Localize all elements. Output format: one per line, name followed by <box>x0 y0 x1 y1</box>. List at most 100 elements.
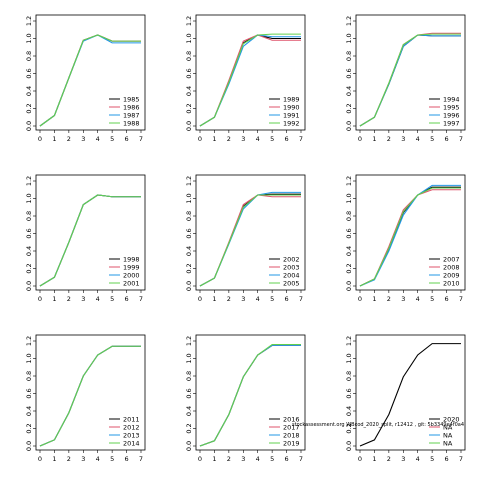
y-tick-label: 0.0 <box>25 441 33 451</box>
panel-5: 0.00.20.40.60.81.01.20 1 2 3 4 5 6 720022003200… <box>185 174 306 303</box>
x-tick-label: 1 <box>52 455 56 463</box>
y-tick-label: 1.2 <box>185 16 193 26</box>
y-tick-label: 1.0 <box>345 33 353 43</box>
plot-box <box>355 14 466 131</box>
y-tick-label: 1.0 <box>25 353 33 363</box>
y-tick-label: 0.4 <box>25 406 33 416</box>
x-tick-label: 6 <box>445 455 449 463</box>
y-tick-label: 0.0 <box>185 121 193 131</box>
x-tick-label: 7 <box>139 295 143 303</box>
series-line-2019 <box>199 343 301 447</box>
x-tick-label: 2 <box>227 455 231 463</box>
legend-label: 1986 <box>123 103 140 111</box>
plot-box <box>195 174 306 291</box>
x-tick-label: 3 <box>81 455 85 463</box>
y-tick-label: 0.0 <box>185 441 193 451</box>
legend-label: 2008 <box>443 263 460 271</box>
y-tick-label: 1.0 <box>25 193 33 203</box>
x-tick-label: 7 <box>299 295 303 303</box>
x-tick-label: 4 <box>256 295 260 303</box>
x-tick-label: 4 <box>96 135 100 143</box>
legend-label: 1988 <box>123 119 140 127</box>
plot-box <box>195 14 306 131</box>
legend-label: 1998 <box>123 255 140 263</box>
x-tick-label: 2 <box>387 135 391 143</box>
y-tick-label: 0.2 <box>345 423 353 433</box>
x-tick-label: 2 <box>387 295 391 303</box>
legend-label: 1987 <box>123 111 140 119</box>
legend-label: 1991 <box>283 111 300 119</box>
x-tick-label: 5 <box>270 295 274 303</box>
y-tick-label: 1.2 <box>345 336 353 346</box>
y-tick-label: 0.2 <box>25 263 33 273</box>
y-tick-label: 0.0 <box>345 121 353 131</box>
y-tick-label: 1.2 <box>185 176 193 186</box>
legend-label: 1992 <box>283 119 300 127</box>
legend-label: 2019 <box>283 439 300 447</box>
x-tick-label: 4 <box>416 135 420 143</box>
y-tick-label: 1.2 <box>345 176 353 186</box>
legend-label: 1990 <box>283 103 300 111</box>
x-tick-label: 7 <box>299 455 303 463</box>
x-tick-label: 3 <box>401 455 405 463</box>
y-tick-label: 1.2 <box>185 336 193 346</box>
x-tick-label: 7 <box>459 135 463 143</box>
y-tick-label: 0.8 <box>185 371 193 381</box>
plot-box <box>35 174 146 291</box>
x-tick-label: 4 <box>96 295 100 303</box>
y-tick-label: 0.6 <box>25 68 33 78</box>
x-tick-label: 1 <box>212 455 216 463</box>
y-tick-label: 0.6 <box>185 68 193 78</box>
y-tick-label: 0.4 <box>25 86 33 96</box>
x-tick-label: 3 <box>401 295 405 303</box>
series-line-1988 <box>39 34 141 127</box>
y-tick-label: 0.0 <box>345 441 353 451</box>
legend-label: 2007 <box>443 255 460 263</box>
y-tick-label: 1.2 <box>25 336 33 346</box>
x-tick-label: 5 <box>430 455 434 463</box>
x-tick-label: 6 <box>125 135 129 143</box>
x-tick-label: 7 <box>299 135 303 143</box>
x-tick-label: 4 <box>416 295 420 303</box>
y-tick-label: 0.6 <box>25 228 33 238</box>
y-tick-label: 1.2 <box>25 16 33 26</box>
y-tick-label: 1.2 <box>345 16 353 26</box>
x-tick-label: 3 <box>241 455 245 463</box>
legend-label: 1994 <box>443 95 460 103</box>
x-tick-label: 1 <box>52 295 56 303</box>
legend-label: NA <box>443 423 453 431</box>
y-tick-label: 0.2 <box>345 103 353 113</box>
x-tick-label: 1 <box>212 295 216 303</box>
watermark-text: stockassessment.org WBcod_2020_split, r1… <box>292 422 464 428</box>
x-tick-label: 2 <box>67 135 71 143</box>
y-tick-label: 0.4 <box>345 246 353 256</box>
x-tick-label: 0 <box>38 455 42 463</box>
y-tick-label: 0.8 <box>345 51 353 61</box>
x-tick-label: 3 <box>81 135 85 143</box>
x-tick-label: 7 <box>139 455 143 463</box>
legend-label: 2017 <box>283 423 300 431</box>
x-tick-label: 2 <box>387 455 391 463</box>
y-tick-label: 1.0 <box>185 353 193 363</box>
x-tick-label: 1 <box>212 135 216 143</box>
panel-7: 0.00.20.40.60.81.01.20 1 2 3 4 5 6 720112012201… <box>25 334 146 463</box>
legend-label: 2003 <box>283 263 300 271</box>
legend-label: 2011 <box>123 415 140 423</box>
legend-label: 2016 <box>283 415 300 423</box>
y-tick-label: 0.6 <box>185 228 193 238</box>
legend-label: 2001 <box>123 279 140 287</box>
series-line-2001 <box>39 194 141 287</box>
y-tick-label: 0.6 <box>25 388 33 398</box>
y-tick-label: 0.8 <box>345 371 353 381</box>
x-tick-label: 4 <box>256 455 260 463</box>
y-tick-label: 0.2 <box>345 263 353 273</box>
x-tick-label: 5 <box>270 135 274 143</box>
y-tick-label: 1.0 <box>345 193 353 203</box>
legend-label: NA <box>443 431 453 439</box>
x-tick-label: 7 <box>459 295 463 303</box>
y-tick-label: 0.8 <box>345 211 353 221</box>
panel-2: 0.00.20.40.60.81.01.20 1 2 3 4 5 6 719891990199… <box>185 14 306 143</box>
y-tick-label: 0.2 <box>185 263 193 273</box>
y-tick-label: 0.4 <box>185 86 193 96</box>
